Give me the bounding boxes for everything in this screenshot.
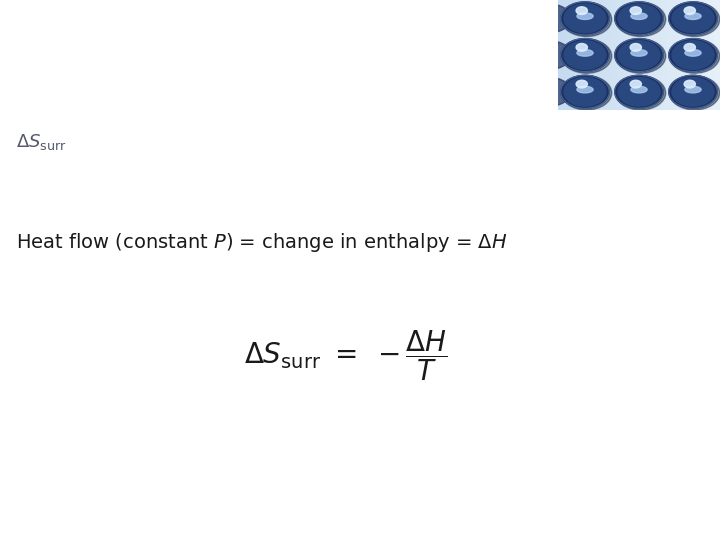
Circle shape — [618, 4, 660, 33]
Circle shape — [615, 75, 663, 109]
Circle shape — [670, 39, 720, 73]
Circle shape — [630, 80, 642, 88]
Circle shape — [564, 4, 606, 33]
Circle shape — [672, 4, 714, 33]
Circle shape — [528, 77, 571, 106]
Circle shape — [562, 76, 612, 110]
Ellipse shape — [631, 13, 647, 19]
Circle shape — [561, 75, 609, 109]
Circle shape — [528, 4, 571, 33]
Text: Heat flow (constant $P$) = change in enthalpy = $\Delta H$: Heat flow (constant $P$) = change in ent… — [16, 231, 507, 253]
Text: Section 17.3: Section 17.3 — [12, 28, 149, 46]
Ellipse shape — [577, 50, 593, 56]
Circle shape — [672, 77, 714, 106]
Circle shape — [616, 76, 666, 110]
Ellipse shape — [631, 50, 647, 56]
Circle shape — [670, 76, 720, 110]
Circle shape — [684, 80, 696, 88]
Circle shape — [618, 77, 660, 106]
Circle shape — [684, 44, 696, 51]
Circle shape — [669, 38, 717, 72]
Circle shape — [562, 39, 612, 73]
Circle shape — [528, 40, 571, 70]
Ellipse shape — [685, 86, 701, 93]
Ellipse shape — [577, 86, 593, 93]
Circle shape — [670, 2, 720, 37]
Ellipse shape — [685, 13, 701, 19]
Circle shape — [615, 38, 663, 72]
Circle shape — [684, 7, 696, 15]
Circle shape — [562, 2, 612, 37]
Ellipse shape — [631, 86, 647, 93]
Ellipse shape — [685, 50, 701, 56]
Circle shape — [561, 2, 609, 35]
Circle shape — [669, 75, 717, 109]
Circle shape — [576, 44, 588, 51]
Circle shape — [564, 77, 606, 106]
Ellipse shape — [577, 13, 593, 19]
Circle shape — [616, 39, 666, 73]
Text: The Effect of Temperature on Spontaneity: The Effect of Temperature on Spontaneity — [12, 75, 422, 94]
Text: $\Delta S_{\mathrm{surr}}\ =\ -\dfrac{\Delta H}{T}$: $\Delta S_{\mathrm{surr}}\ =\ -\dfrac{\D… — [243, 328, 448, 382]
Circle shape — [561, 38, 609, 72]
Circle shape — [672, 40, 714, 70]
Circle shape — [576, 7, 588, 15]
Circle shape — [618, 40, 660, 70]
Circle shape — [564, 40, 606, 70]
Circle shape — [669, 2, 717, 35]
Text: $\Delta S_{\mathrm{surr}}$: $\Delta S_{\mathrm{surr}}$ — [16, 132, 66, 152]
Circle shape — [615, 2, 663, 35]
Circle shape — [576, 80, 588, 88]
Circle shape — [630, 7, 642, 15]
Circle shape — [616, 2, 666, 37]
Circle shape — [630, 44, 642, 51]
